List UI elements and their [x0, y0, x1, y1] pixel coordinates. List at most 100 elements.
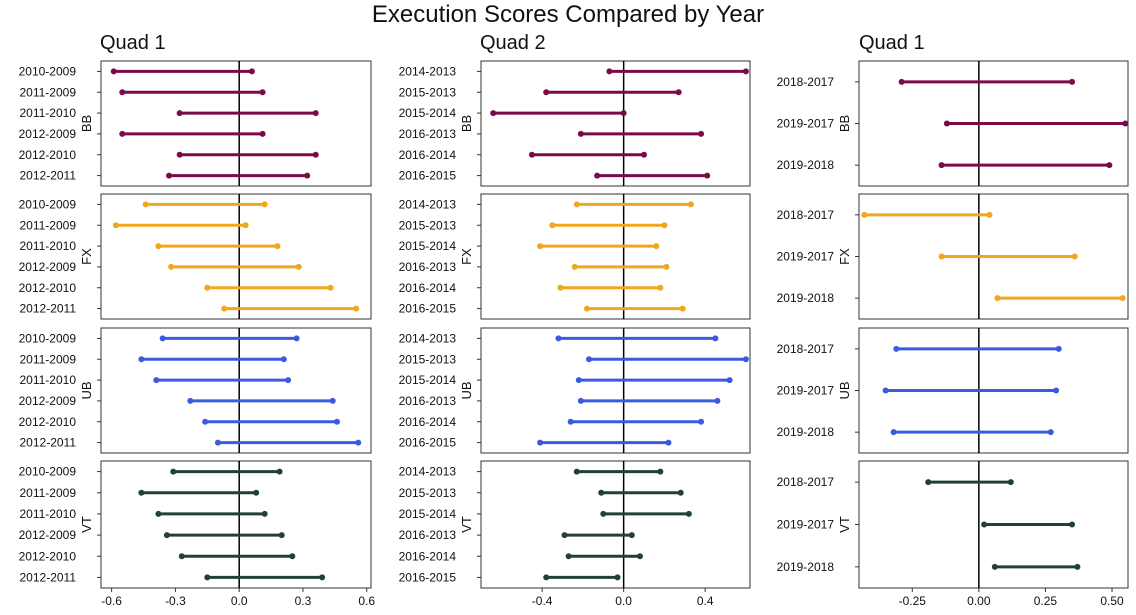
y-tick-label: 2014-2013	[399, 331, 457, 345]
y-tick-label: 2011-2009	[20, 85, 77, 99]
dumbbell-point-high	[698, 418, 705, 425]
dumbbell-point-low	[204, 284, 211, 291]
x-tick-label: 0.00	[967, 594, 991, 608]
y-tick-label: 2015-2014	[399, 106, 457, 120]
chart-title: Execution Scores Compared by Year	[371, 1, 765, 28]
dumbbell-point-high	[665, 439, 672, 446]
dumbbell-point-high	[327, 284, 334, 291]
dumbbell-point-high	[312, 110, 319, 117]
y-tick-label: 2018-2017	[777, 475, 835, 489]
dumbbell-point-low	[991, 563, 998, 570]
dumbbell-point-low	[557, 284, 564, 291]
dumbbell-point-high	[663, 263, 670, 270]
dumbbell-point-low	[155, 243, 162, 250]
dumbbell-point-high	[1047, 429, 1054, 436]
y-tick-label: 2010-2009	[19, 331, 77, 345]
y-tick-label: 2015-2014	[399, 239, 457, 253]
dumbbell-point-high	[742, 68, 749, 75]
dumbbell-point-high	[677, 489, 684, 496]
y-tick-label: 2012-2009	[19, 394, 77, 408]
y-tick-label: 2012-2009	[19, 127, 77, 141]
x-tick-label: -0.3	[165, 594, 186, 608]
facet-label: VT	[459, 516, 474, 533]
dumbbell-point-high	[687, 201, 694, 208]
dumbbell-point-high	[657, 284, 664, 291]
y-tick-label: 2011-2009	[20, 352, 77, 366]
dumbbell-point-low	[119, 130, 126, 137]
dumbbell-point-high	[1119, 295, 1126, 302]
dumbbell-point-low	[573, 468, 580, 475]
y-tick-label: 2019-2018	[777, 560, 835, 574]
dumbbell-point-low	[138, 356, 145, 363]
dumbbell-point-high	[259, 89, 266, 96]
y-tick-label: 2015-2013	[399, 486, 457, 500]
dumbbell-point-low	[571, 263, 578, 270]
x-tick-label: 0.0	[231, 594, 248, 608]
y-tick-label: 2019-2017	[777, 250, 835, 264]
facet-label: UB	[79, 381, 94, 399]
dumbbell-point-low	[543, 574, 550, 581]
dumbbell-point-low	[110, 68, 117, 75]
panel-frame	[100, 460, 372, 589]
y-tick-label: 2012-2011	[20, 570, 77, 584]
y-tick-label: 2010-2009	[19, 64, 77, 78]
dumbbell-point-low	[537, 243, 544, 250]
dumbbell-point-high	[274, 243, 281, 250]
y-tick-label: 2018-2017	[777, 75, 835, 89]
dumbbell-point-high	[742, 356, 749, 363]
facet-label: VT	[837, 516, 852, 533]
dumbbell-point-high	[614, 574, 621, 581]
facet-label: UB	[837, 381, 852, 399]
dumbbell-point-high	[704, 172, 711, 179]
y-tick-label: 2012-2011	[20, 302, 77, 316]
dumbbell-point-high	[1122, 120, 1129, 127]
dumbbell-point-high	[1106, 162, 1113, 169]
y-tick-label: 2016-2013	[399, 528, 457, 542]
panel-frame	[480, 327, 751, 454]
y-tick-label: 2014-2013	[399, 64, 457, 78]
dumbbell-point-low	[170, 468, 177, 475]
dumbbell-point-low	[573, 201, 580, 208]
y-tick-label: 2014-2013	[399, 465, 457, 479]
dumbbell-point-high	[353, 305, 360, 312]
y-tick-label: 2016-2015	[399, 436, 457, 450]
y-tick-label: 2012-2009	[19, 260, 77, 274]
dumbbell-point-low	[925, 479, 932, 486]
y-tick-label: 2014-2013	[399, 197, 457, 211]
facet-label: UB	[459, 381, 474, 399]
dumbbell-point-low	[202, 418, 209, 425]
facet-label: BB	[79, 115, 94, 132]
y-tick-label: 2015-2014	[399, 507, 457, 521]
x-tick-label: -0.6	[101, 594, 122, 608]
dumbbell-point-low	[490, 110, 497, 117]
y-tick-label: 2011-2009	[20, 486, 77, 500]
dumbbell-point-high	[685, 510, 692, 517]
dumbbell-point-low	[178, 553, 185, 560]
dumbbell-point-high	[289, 553, 296, 560]
y-tick-label: 2016-2013	[399, 127, 457, 141]
dumbbell-point-high	[675, 89, 682, 96]
dumbbell-point-low	[119, 89, 126, 96]
y-tick-label: 2016-2013	[399, 260, 457, 274]
dumbbell-point-low	[893, 345, 900, 352]
dumbbell-point-low	[537, 439, 544, 446]
panel-frame	[480, 193, 751, 320]
dumbbell-point-low	[112, 222, 119, 229]
dumbbell-point-low	[981, 521, 988, 528]
y-tick-label: 2019-2017	[777, 384, 835, 398]
facet-label: BB	[837, 115, 852, 132]
dumbbell-point-low	[598, 489, 605, 496]
y-tick-label: 2015-2014	[399, 373, 457, 387]
dumbbell-point-low	[938, 162, 945, 169]
y-tick-label: 2012-2010	[19, 148, 77, 162]
dumbbell-point-high	[276, 468, 283, 475]
dumbbell-point-high	[726, 377, 733, 384]
y-tick-label: 2019-2017	[777, 117, 835, 131]
y-tick-label: 2011-2010	[20, 106, 77, 120]
dumbbell-point-low	[594, 172, 601, 179]
x-tick-label: 0.3	[295, 594, 312, 608]
dumbbell-point-high	[698, 130, 705, 137]
dumbbell-point-low	[561, 532, 568, 539]
dumbbell-point-high	[1053, 387, 1060, 394]
